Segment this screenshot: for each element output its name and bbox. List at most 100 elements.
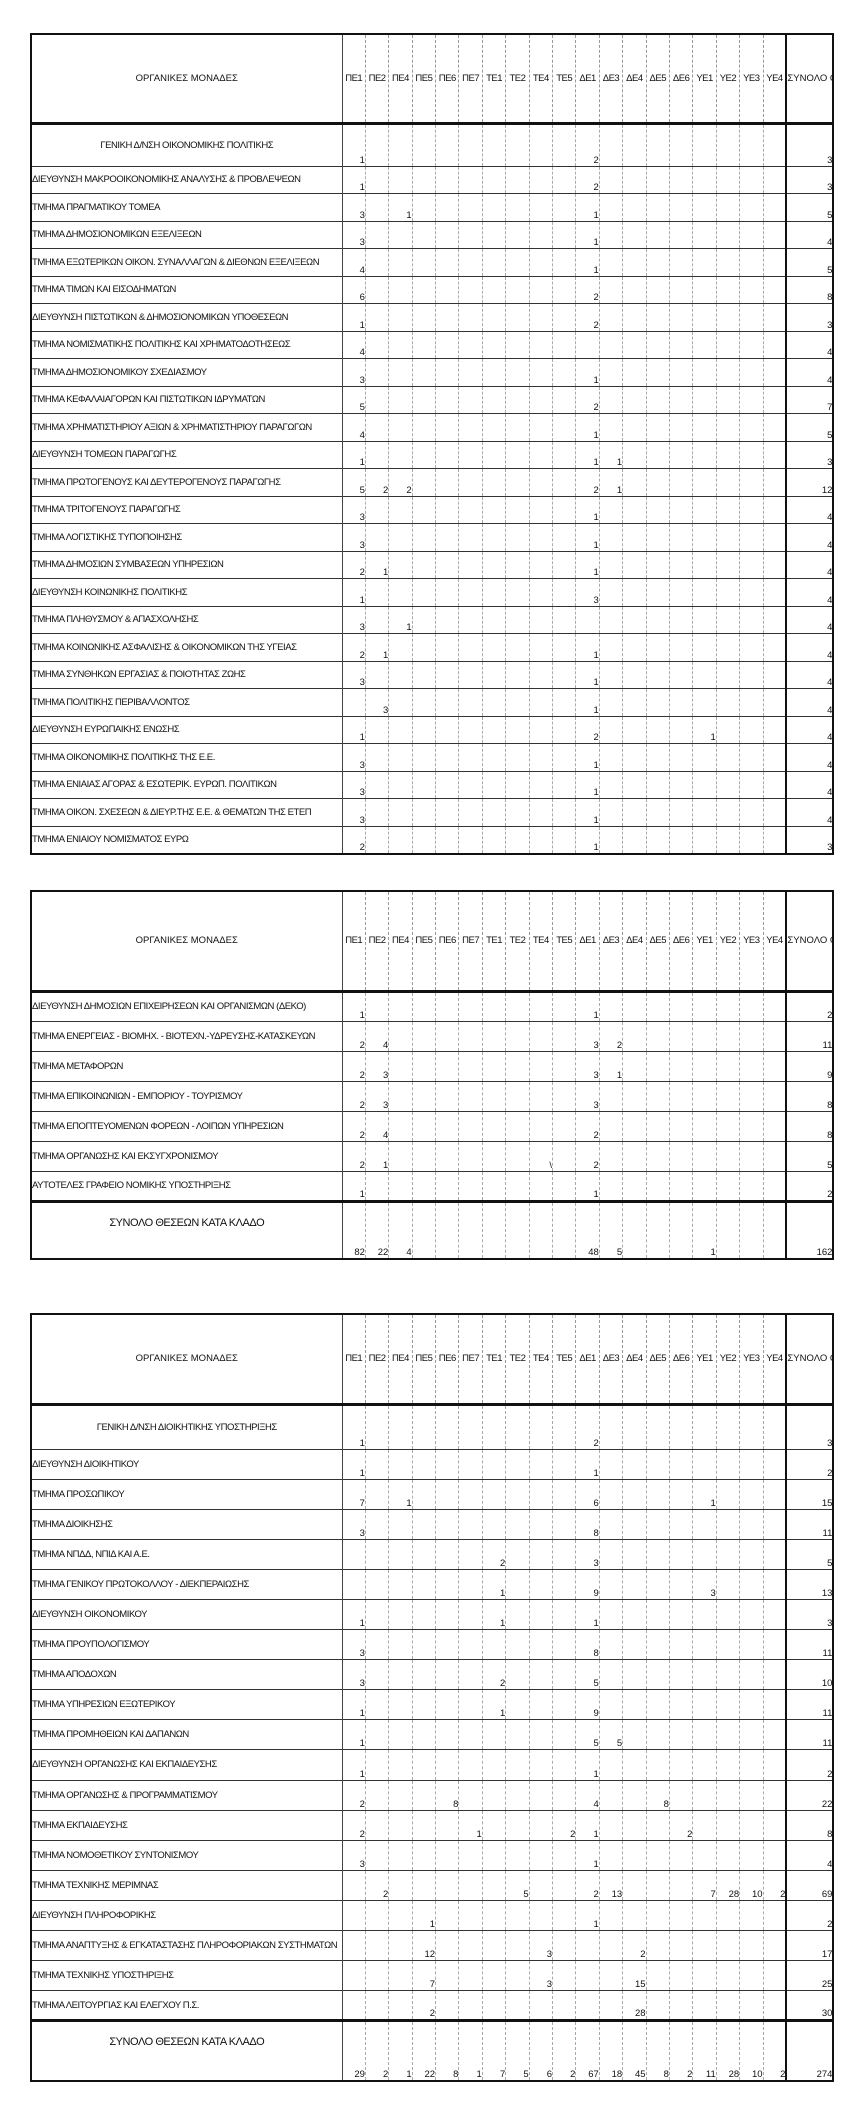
position-count xyxy=(668,715,693,744)
unit-name: ΔΙΕΥΘΥΝΣΗ ΤΟΜΕΩΝ ΠΑΡΑΓΩΓΗΣ xyxy=(31,440,343,469)
position-count xyxy=(505,1170,530,1201)
position-count xyxy=(715,413,740,441)
position-count xyxy=(598,193,623,221)
position-count: 28 xyxy=(715,1869,740,1901)
position-count xyxy=(692,220,717,249)
position-count xyxy=(715,550,740,579)
position-count xyxy=(739,1990,764,2021)
position-count xyxy=(505,1960,530,1991)
table-row: ΔΙΕΥΘΥΝΣΗ ΜΑΚΡΟΟΙΚΟΝΟΜΙΚΗΣ ΑΝΑΛΥΣΗΣ & ΠΡ… xyxy=(31,165,834,194)
branch-total: 1 xyxy=(388,2019,413,2081)
position-count: 1 xyxy=(575,1839,600,1871)
unit-total: 11 xyxy=(785,1719,834,1750)
position-count: 2 xyxy=(388,468,413,496)
position-count xyxy=(411,1110,436,1141)
column-header: ΠΕ2 xyxy=(364,1314,389,1406)
position-count xyxy=(458,193,483,221)
position-count xyxy=(645,1719,670,1750)
position-count: 1 xyxy=(575,523,600,551)
position-count xyxy=(762,1020,787,1051)
position-count xyxy=(388,1869,413,1901)
unit-total: 3 xyxy=(785,440,834,469)
unit-total: 30 xyxy=(785,1990,834,2021)
position-count xyxy=(622,385,647,414)
column-header: ΠΕ5 xyxy=(411,891,436,993)
table-row: ΤΜΗΜΑ ΓΕΝΙΚΟΥ ΠΡΩΤΟΚΟΛΛΟΥ - ΔΙΕΚΠΕΡΑΙΩΣΗ… xyxy=(31,1568,834,1600)
position-count xyxy=(505,633,530,661)
position-count xyxy=(645,220,670,249)
position-count xyxy=(622,688,647,716)
column-header: ΠΕ4 xyxy=(388,34,413,125)
position-count xyxy=(622,248,647,276)
position-count xyxy=(411,1080,436,1111)
position-count: 3 xyxy=(341,605,366,634)
position-count: 12 xyxy=(411,1929,436,1961)
position-count xyxy=(668,1538,693,1570)
table-row: ΤΜΗΜΑ ΕΝΙΑΙΑΣ ΑΓΟΡΑΣ & ΕΣΩΤΕΡΙΚ. ΕΥΡΩΠ. … xyxy=(31,770,834,799)
position-count xyxy=(458,303,483,331)
column-header: ΥΕ4 xyxy=(762,34,787,125)
position-count xyxy=(458,688,483,716)
position-count xyxy=(739,798,764,826)
position-count xyxy=(458,1899,483,1931)
position-count xyxy=(668,798,693,826)
position-count xyxy=(411,825,436,854)
position-count xyxy=(505,550,530,579)
position-count xyxy=(411,248,436,276)
position-count xyxy=(715,1020,740,1051)
position-count xyxy=(528,523,553,551)
position-count xyxy=(528,1403,553,1449)
position-count xyxy=(528,578,553,606)
position-count xyxy=(505,248,530,276)
column-header: ΠΕ7 xyxy=(458,34,483,125)
position-count: 3 xyxy=(341,743,366,771)
position-count xyxy=(388,1598,413,1630)
position-count xyxy=(411,770,436,799)
position-count: 3 xyxy=(575,1080,600,1111)
position-count xyxy=(739,440,764,469)
position-count xyxy=(411,165,436,194)
position-count xyxy=(505,743,530,771)
position-count xyxy=(388,1538,413,1570)
position-count xyxy=(692,248,717,276)
position-count xyxy=(715,1899,740,1931)
position-count xyxy=(528,1568,553,1600)
position-count xyxy=(668,1598,693,1630)
position-count xyxy=(364,122,389,166)
position-count xyxy=(645,1749,670,1781)
table-row: ΤΜΗΜΑ ΜΕΤΑΦΟΡΩΝ 2 3 3 1 9 xyxy=(31,1050,834,1081)
position-count xyxy=(762,1629,787,1660)
grand-total: 274 xyxy=(785,2019,834,2081)
position-count: 1 xyxy=(575,825,600,854)
position-count xyxy=(411,605,436,634)
position-count xyxy=(622,578,647,606)
position-count xyxy=(622,990,647,1021)
position-count xyxy=(435,385,459,414)
position-count xyxy=(739,1080,764,1111)
position-count xyxy=(435,193,459,221)
unit-name: ΔΙΕΥΘΥΝΣΗ ΟΡΓΑΝΩΣΗΣ ΚΑΙ ΕΚΠΑΙΔΕΥΣΗΣ xyxy=(31,1749,343,1781)
column-header: ΠΕ1 xyxy=(341,34,366,125)
position-count xyxy=(762,1689,787,1720)
position-count xyxy=(481,1990,506,2021)
position-count xyxy=(481,523,506,551)
position-count xyxy=(715,1598,740,1630)
position-count xyxy=(505,1629,530,1660)
position-count xyxy=(505,220,530,249)
table-row: ΔΙΕΥΘΥΝΣΗ ΟΙΚΟΝΟΜΙΚΟΥ 1 1 1 3 xyxy=(31,1598,834,1630)
branch-total xyxy=(411,1199,436,1259)
position-count xyxy=(481,825,506,854)
position-count xyxy=(458,275,483,304)
position-count xyxy=(715,688,740,716)
position-count xyxy=(388,1960,413,1991)
grand-total: 162 xyxy=(785,1199,834,1259)
position-count xyxy=(739,303,764,331)
position-count xyxy=(364,1170,389,1201)
column-header: ΤΕ1 xyxy=(481,1314,506,1406)
position-count xyxy=(435,303,459,331)
position-count: 1 xyxy=(341,715,366,744)
position-count: 2 xyxy=(622,1929,647,1961)
position-count: 3 xyxy=(364,1080,389,1111)
branch-total: 48 xyxy=(575,1199,600,1259)
position-count xyxy=(762,165,787,194)
